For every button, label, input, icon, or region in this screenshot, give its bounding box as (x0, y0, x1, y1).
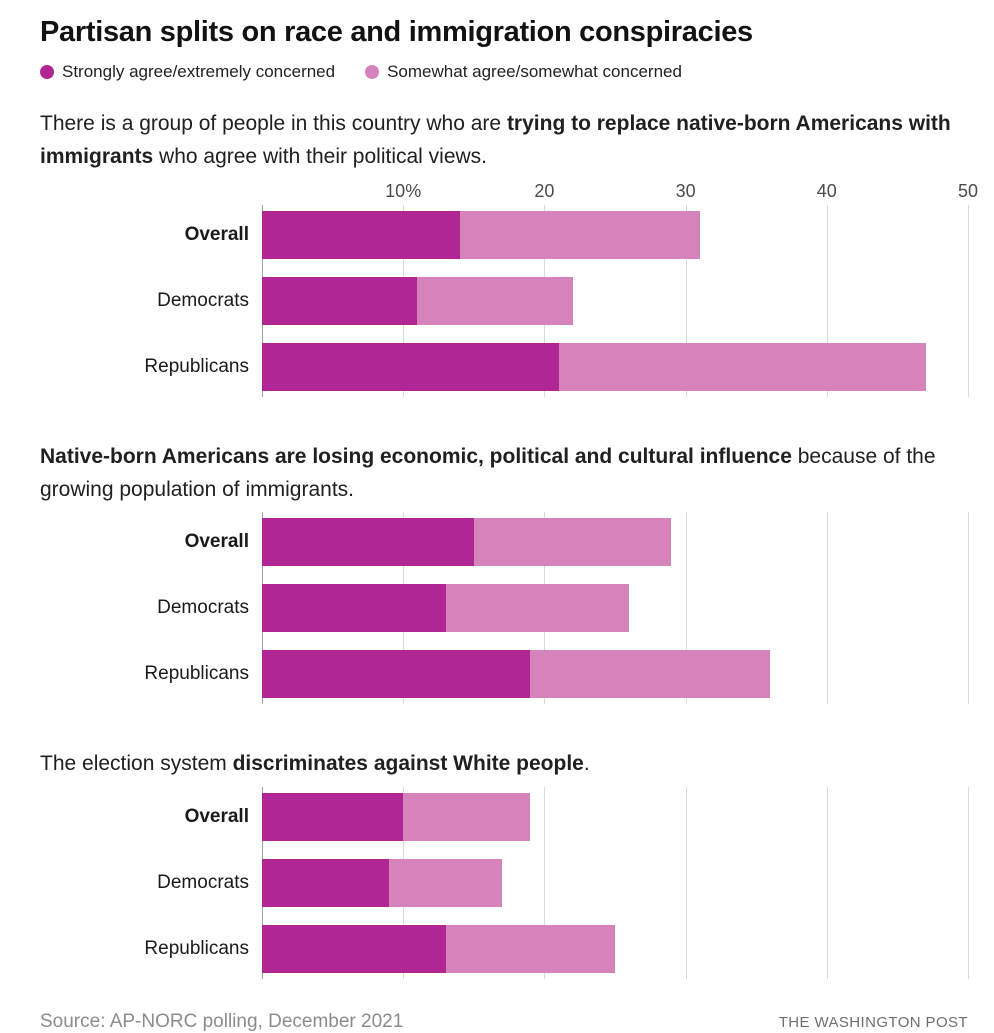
gridline (826, 512, 828, 705)
bar-row-democrats: Democrats (40, 584, 968, 633)
bar-track (262, 343, 968, 392)
bar-row-overall: Overall (40, 518, 968, 567)
bar-row-democrats: Democrats (40, 858, 968, 907)
legend: Strongly agree/extremely concerned Somew… (40, 62, 968, 82)
bar-rows: Overall Democrats Republicans (40, 518, 968, 699)
bar-segment (262, 584, 446, 633)
bar-segment (389, 858, 503, 907)
row-label: Democrats (157, 290, 249, 312)
bar-segment (262, 858, 390, 907)
bar-segment (558, 343, 926, 392)
strongly-agree-dot-icon (40, 65, 54, 79)
bar-track (262, 924, 968, 973)
row-label: Overall (184, 805, 249, 827)
question-heading: There is a group of people in this count… (40, 108, 968, 173)
axis-tick-label: 40 (816, 181, 837, 202)
question-heading: Native-born Americans are losing economi… (40, 441, 968, 506)
bar-row-democrats: Democrats (40, 277, 968, 326)
bar-chart-influence: Overall Democrats Republicans (40, 512, 969, 705)
x-axis: 10% 20 30 40 50 (262, 179, 978, 205)
bar-segment (262, 792, 404, 841)
bar-track (262, 858, 968, 907)
bar-row-republicans: Republicans (40, 343, 968, 392)
legend-label: Strongly agree/extremely concerned (62, 62, 336, 81)
chart-section-election: The election system discriminates agains… (40, 748, 969, 979)
bar-row-republicans: Republicans (40, 924, 968, 973)
gridline (968, 786, 969, 979)
gridline (685, 512, 687, 705)
axis-tick-label: 30 (675, 181, 696, 202)
question-text: . (583, 752, 590, 776)
axis-tick-label: 20 (534, 181, 555, 202)
bar-row-republicans: Republicans (40, 650, 968, 699)
bar-rows: Overall Democrats Republicans (40, 211, 968, 392)
question-text: There is a group of people in this count… (40, 112, 507, 135)
somewhat-agree-dot-icon (365, 65, 380, 79)
bar-segment (262, 343, 559, 392)
question-text: who agree with their political views. (153, 144, 488, 168)
row-label: Republicans (144, 937, 249, 959)
question-heading: The election system discriminates agains… (40, 748, 968, 781)
row-label: Overall (184, 224, 249, 246)
publisher-credit: THE WASHINGTON POST (778, 1013, 968, 1031)
bar-chart-replacement: Overall Democrats Republicans (40, 205, 969, 398)
bar-track (262, 792, 968, 841)
page-title: Partisan splits on race and immigration … (40, 16, 753, 48)
bar-segment (262, 211, 460, 260)
row-label: Republicans (144, 356, 249, 378)
source-note: Source: AP-NORC polling, December 2021 (40, 1010, 404, 1032)
bar-segment (262, 277, 418, 326)
legend-label: Somewhat agree/somewhat concerned (387, 62, 682, 81)
bar-track (262, 211, 968, 260)
bar-track (262, 650, 968, 699)
bar-segment (403, 792, 531, 841)
bar-track (262, 584, 968, 633)
row-label: Democrats (157, 597, 249, 619)
bar-segment (262, 518, 474, 567)
row-label: Democrats (157, 871, 249, 893)
gridline (685, 205, 687, 398)
question-text-bold: Native-born Americans are losing economi… (40, 445, 792, 469)
chart-section-replacement: There is a group of people in this count… (40, 108, 978, 398)
bar-segment (262, 650, 531, 699)
gridline (685, 786, 687, 979)
row-label: Overall (184, 531, 249, 553)
gridline (826, 786, 828, 979)
gridline (968, 512, 969, 705)
question-text: The election system (40, 752, 233, 776)
bar-segment (473, 518, 672, 567)
gridline (544, 786, 546, 979)
question-text: because of the growing population of imm… (40, 445, 936, 501)
bar-segment (530, 650, 771, 699)
bar-row-overall: Overall (40, 211, 968, 260)
question-text-bold: trying to replace native-born Americans … (40, 112, 951, 168)
question-text-bold: discriminates against White people (232, 752, 584, 776)
bar-rows: Overall Democrats Republicans (40, 792, 968, 973)
chart-section-influence: Native-born Americans are losing economi… (40, 441, 969, 705)
gridline (826, 205, 828, 398)
axis-tick-label: 10% (385, 181, 422, 202)
bar-segment (459, 211, 700, 260)
bar-segment (445, 584, 630, 633)
legend-item-strongly: Strongly agree/extremely concerned (40, 62, 335, 82)
footer: Source: AP-NORC polling, December 2021 T… (40, 1011, 968, 1033)
bar-segment (417, 277, 573, 326)
bar-row-overall: Overall (40, 792, 968, 841)
bar-chart-election: Overall Democrats Republicans (40, 786, 969, 979)
bar-track (262, 518, 968, 567)
legend-item-somewhat: Somewhat agree/somewhat concerned (365, 62, 682, 82)
bar-track (262, 277, 968, 326)
bar-segment (262, 924, 446, 973)
gridline (968, 205, 969, 398)
axis-tick-label: 50 (957, 181, 979, 202)
row-label: Republicans (144, 663, 249, 685)
bar-segment (445, 924, 615, 973)
